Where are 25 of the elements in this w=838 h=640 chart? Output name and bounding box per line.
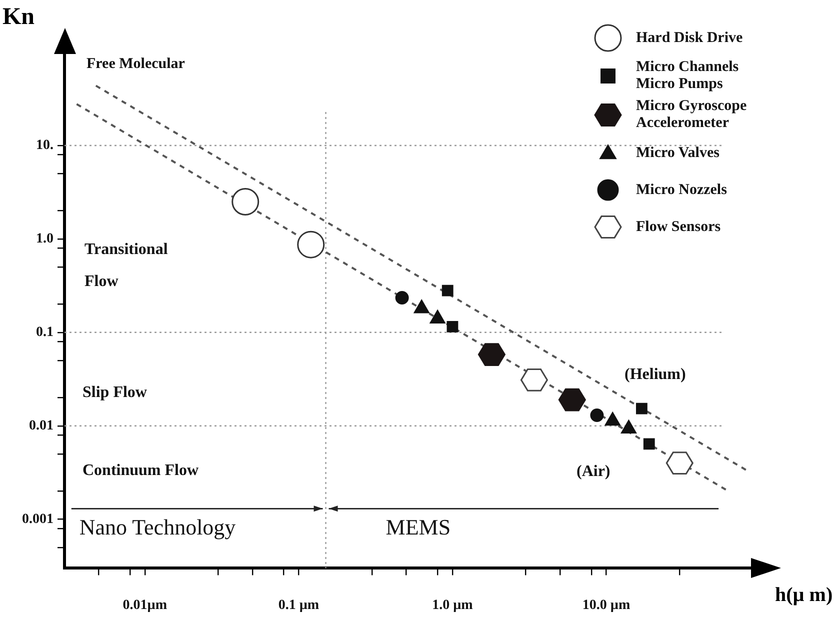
legend-label: Micro Gyroscope Accelerometer bbox=[636, 98, 748, 132]
annotation: Nano Technology bbox=[79, 514, 236, 540]
legend-label: Micro Nozzels bbox=[636, 182, 728, 198]
y-tick-label: 0.1 bbox=[36, 325, 54, 340]
x-tick-label: 1.0 µm bbox=[432, 598, 474, 614]
legend-label: Flow Sensors bbox=[636, 218, 722, 236]
annotation: MEMS bbox=[386, 514, 451, 540]
y-tick-label: 10. bbox=[36, 138, 54, 154]
x-tick-label: 10.0 µm bbox=[582, 598, 630, 614]
legend-label: Hard Disk Drive bbox=[636, 30, 744, 46]
annotation: (Air) bbox=[576, 463, 612, 481]
annotation: Slip Flow bbox=[82, 384, 148, 402]
y-axis-title: Kn bbox=[2, 4, 35, 31]
x-tick-label: 0.01µm bbox=[122, 598, 168, 614]
y-tick-label: 0.01 bbox=[29, 418, 54, 434]
annotation: Transitional Flow bbox=[84, 240, 169, 292]
y-tick-label: 1.0 bbox=[36, 232, 54, 247]
annotation: (Helium) bbox=[624, 366, 687, 384]
annotation: Continuum Flow bbox=[82, 462, 200, 480]
x-axis-title: h(µ m) bbox=[775, 584, 833, 608]
annotation: Free Molecular bbox=[86, 56, 186, 73]
x-tick-label: 0.1 µm bbox=[278, 598, 320, 614]
legend-label: Micro Valves bbox=[636, 144, 720, 162]
y-tick-label: 0.001 bbox=[22, 512, 54, 527]
legend-label: Micro Channels Micro Pumps bbox=[636, 59, 740, 93]
